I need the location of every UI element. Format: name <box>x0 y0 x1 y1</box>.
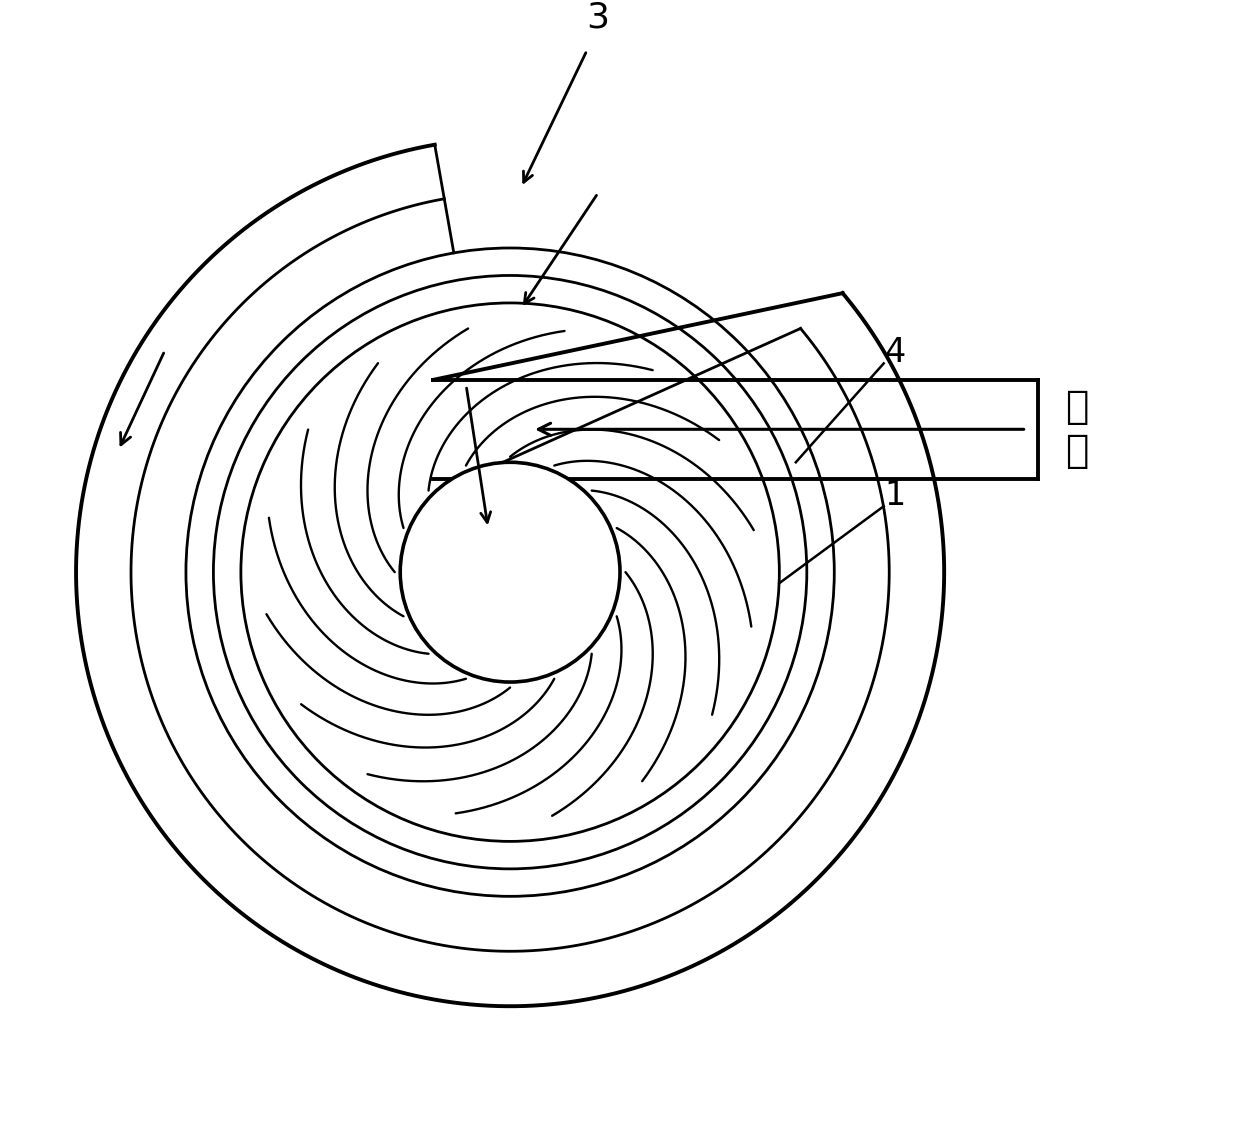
Circle shape <box>401 463 620 682</box>
Text: 3: 3 <box>587 0 610 34</box>
Text: 1: 1 <box>884 478 905 512</box>
Text: 4: 4 <box>884 336 905 368</box>
Text: 进
气: 进 气 <box>1065 389 1089 471</box>
